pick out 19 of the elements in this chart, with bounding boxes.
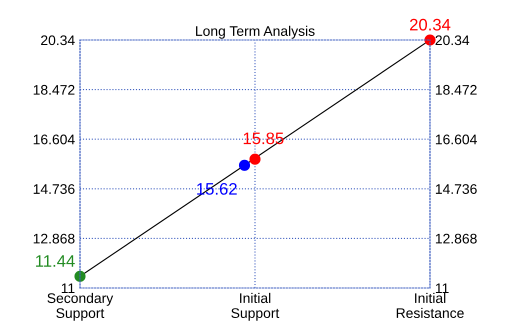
x-tick-label: Initial Support [231,292,280,321]
y-tick-label: 16.604 [34,134,75,144]
y-tick-label: 18.472 [34,84,74,95]
y-tick-label: 11 [62,283,74,294]
y2-tick-label: 20.34 [436,35,470,46]
y2-tick-label: 11 [436,283,449,294]
y-tick-label: 12.868 [34,234,75,244]
y-tick-label: 20.34 [41,35,75,46]
y2-tick-label: 18.472 [436,84,477,95]
y-tick-label: 14.736 [34,184,75,194]
data-label: 20.34 [410,18,450,31]
x-tick-label: Secondary Support [47,292,114,321]
y2-tick-label: 12.868 [436,234,477,244]
chart-title: Long Term Analysis [196,26,315,39]
x-tick-label: Initial Resistance [396,292,464,318]
data-label: 11.44 [36,255,75,267]
y2-tick-label: 16.604 [436,134,477,144]
y2-tick-label: 14.736 [436,184,477,194]
data-label: 15.85 [244,132,284,144]
